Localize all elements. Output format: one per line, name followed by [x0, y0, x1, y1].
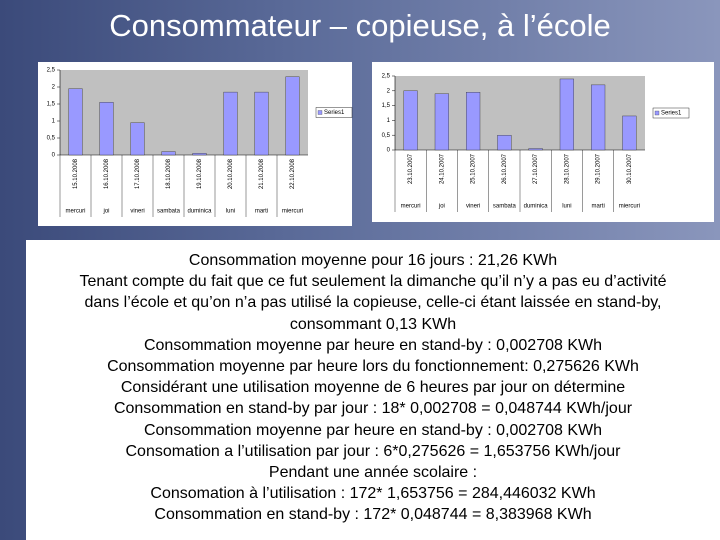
- category-group-label: marti: [255, 209, 268, 215]
- bar: [591, 84, 606, 151]
- text-line: Consommation moyenne pour 16 jours : 21,…: [188, 252, 558, 269]
- bar: [254, 91, 269, 156]
- y-tick-label: 1,5: [47, 102, 56, 108]
- legend-label: Series1: [661, 111, 682, 117]
- category-group-label: duminica: [187, 209, 212, 215]
- y-tick-label: 1: [52, 119, 56, 125]
- category-group-label: joi: [102, 209, 109, 215]
- bar: [403, 90, 418, 151]
- bar: [466, 92, 481, 151]
- text-line: Consommation en stand-by par jour : 18* …: [113, 400, 633, 418]
- text-line: Considérant une utilisation moyenne de 6…: [120, 379, 626, 397]
- bar: [434, 93, 449, 151]
- category-group-label: sambata: [493, 204, 517, 210]
- y-tick-label: 2: [387, 88, 391, 94]
- legend-label: Series1: [324, 110, 345, 116]
- text-line: Tenant compte du fait que ce fut seuleme…: [79, 273, 667, 291]
- bar: [497, 134, 512, 151]
- x-tick-label: 24.10.2007: [439, 153, 445, 184]
- x-tick-label: 28.10.2007: [564, 153, 570, 184]
- y-tick-label: 0,5: [382, 133, 391, 139]
- bar: [622, 115, 637, 151]
- x-tick-label: 21.10.2008: [259, 158, 265, 189]
- bar: [192, 153, 207, 156]
- legend-swatch: [317, 110, 323, 115]
- category-group-label: marti: [591, 204, 604, 210]
- bar: [559, 78, 574, 151]
- x-tick-label: 18.10.2008: [166, 158, 172, 189]
- category-group-label: luni: [562, 204, 571, 210]
- category-group-label: miercuri: [282, 209, 303, 215]
- category-group-label: duminica: [524, 204, 549, 210]
- x-tick-label: 23.10.2007: [408, 153, 414, 184]
- y-tick-label: 0: [52, 153, 56, 159]
- x-tick-label: 30.10.2007: [627, 153, 633, 184]
- text-body: Consommation moyenne pour 16 jours : 21,…: [26, 240, 720, 540]
- y-tick-label: 2: [52, 85, 56, 91]
- x-tick-label: 16.10.2008: [104, 158, 110, 189]
- y-tick-label: 2,5: [382, 74, 391, 80]
- y-tick-label: 0: [387, 148, 391, 154]
- x-tick-label: 25.10.2007: [471, 153, 477, 184]
- category-group-label: vineri: [130, 209, 144, 215]
- bar: [68, 88, 83, 156]
- slide-title: Consommateur – copieuse, à l’école: [109, 8, 611, 43]
- plot-area: [395, 76, 645, 150]
- text-line: Consommation moyenne par heure en stand-…: [143, 421, 603, 439]
- text-line: dans l’école et qu’on n’a pas utilisé la…: [84, 294, 662, 312]
- x-tick-label: 29.10.2007: [596, 153, 602, 184]
- category-group-label: sambata: [157, 209, 181, 215]
- category-group-label: joi: [438, 204, 445, 210]
- bar: [161, 151, 176, 156]
- text-line: Pendant une année scolaire :: [268, 464, 478, 482]
- category-group-label: mercuri: [401, 204, 421, 210]
- y-tick-label: 2,5: [47, 68, 56, 74]
- bar: [528, 148, 543, 151]
- plot-area: [60, 70, 308, 155]
- y-tick-label: 1,5: [382, 103, 391, 109]
- x-tick-label: 15.10.2008: [73, 158, 79, 189]
- bar: [285, 76, 300, 156]
- legend-box: [315, 107, 353, 118]
- x-tick-label: 27.10.2007: [533, 153, 539, 184]
- category-group-label: vineri: [466, 204, 480, 210]
- category-group-label: miercuri: [619, 204, 640, 210]
- legend-swatch: [654, 110, 660, 116]
- text-line: Consommation moyenne par heure lors du f…: [107, 358, 639, 376]
- y-tick-label: 1: [387, 118, 391, 124]
- y-tick-label: 0,5: [47, 136, 56, 142]
- x-tick-label: 19.10.2008: [197, 158, 203, 189]
- text-line: Consommation moyenne par heure en stand-…: [143, 336, 603, 354]
- category-group-label: mercuri: [65, 209, 85, 215]
- x-tick-label: 20.10.2008: [228, 158, 234, 189]
- bar: [223, 91, 238, 156]
- x-tick-label: 22.10.2008: [290, 158, 296, 189]
- x-tick-label: 26.10.2007: [502, 153, 508, 184]
- text-line: consommant 0,13 KWh: [289, 315, 457, 333]
- text-line: Consommation en stand-by : 172* 0,048744…: [154, 506, 592, 524]
- category-group-label: luni: [226, 209, 235, 215]
- text-line: Consomation a l’utilisation par jour : 6…: [125, 442, 621, 460]
- x-tick-label: 17.10.2008: [135, 158, 141, 189]
- legend-box: [652, 107, 690, 119]
- text-line: Consomation à l’utilisation : 172* 1,653…: [150, 485, 596, 503]
- bar: [130, 122, 145, 156]
- bar: [99, 102, 114, 156]
